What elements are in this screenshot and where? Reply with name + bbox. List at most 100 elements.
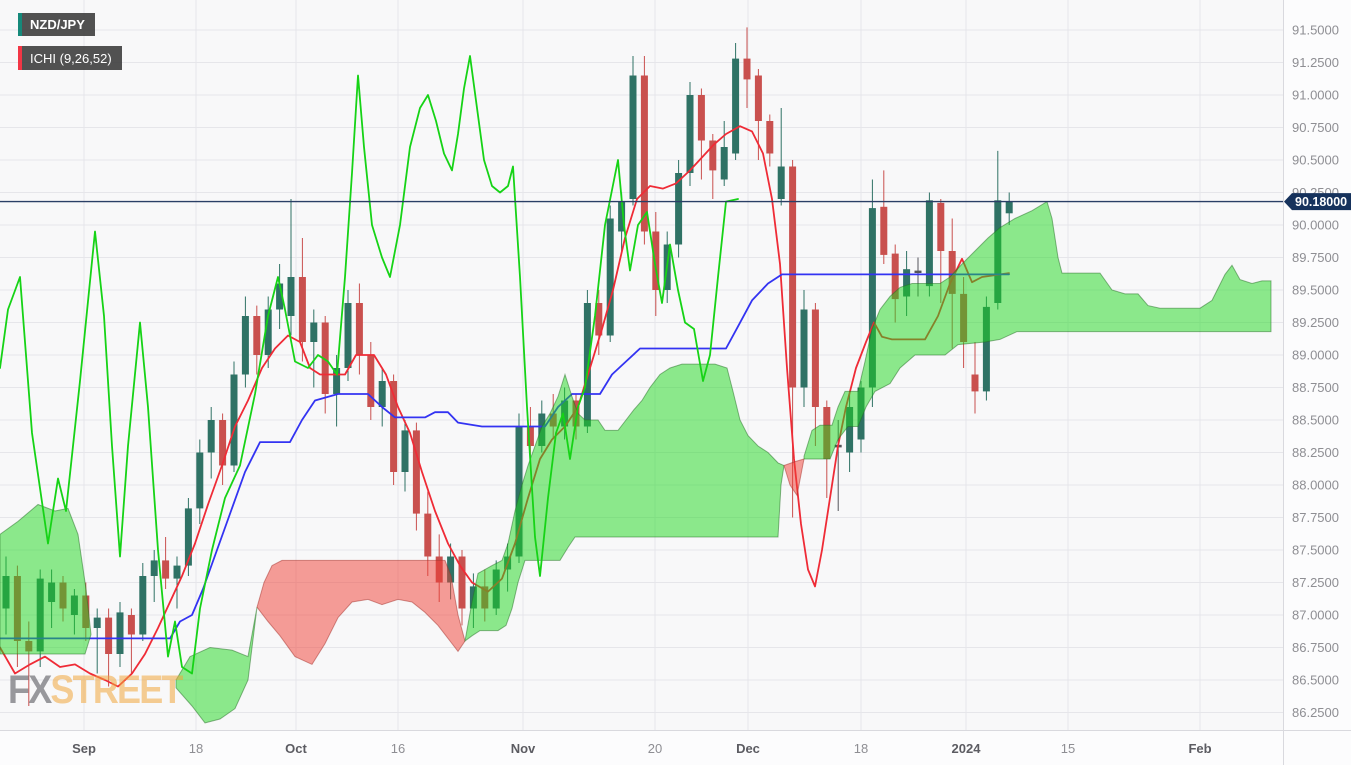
- candle-up-body: [1005, 201, 1013, 214]
- candle-up-body: [447, 556, 455, 583]
- bearish-kumo-cloud: [783, 458, 805, 497]
- y-axis-label: 89.5000: [1292, 283, 1339, 298]
- candle-up-body: [777, 166, 785, 199]
- candle-up-body: [276, 283, 284, 310]
- y-axis-label: 89.2500: [1292, 315, 1339, 330]
- symbol-label: NZD/JPY: [30, 17, 85, 32]
- candle-up-body: [914, 270, 922, 273]
- chikou-layer: [0, 55, 739, 675]
- candle-up-body: [150, 560, 158, 576]
- y-axis-label: 86.5000: [1292, 673, 1339, 688]
- candle-down-body: [971, 374, 979, 392]
- symbol-legend[interactable]: NZD/JPY: [18, 13, 95, 36]
- candle-up-body: [264, 309, 272, 355]
- candle-up-body: [344, 303, 352, 368]
- candle-down-body: [424, 513, 432, 557]
- candle-down-body: [697, 95, 705, 141]
- watermark-street: STREET: [50, 668, 183, 712]
- x-axis-label: 18: [854, 741, 868, 756]
- last-price-tag: 90.18000: [1284, 193, 1351, 211]
- bullish-kumo-cloud: [803, 200, 1272, 460]
- candle-down-body: [127, 615, 135, 635]
- x-axis-label: Oct: [285, 741, 307, 756]
- candle-up-body: [173, 565, 181, 579]
- candle-down-body: [105, 617, 113, 654]
- candle-down-body: [298, 277, 306, 342]
- candle-up-body: [230, 374, 238, 466]
- y-axis-label: 87.7500: [1292, 510, 1339, 525]
- candle-down-body: [526, 426, 534, 446]
- candle-down-body: [743, 58, 751, 80]
- candle-up-body: [184, 508, 192, 566]
- candle-down-body: [162, 560, 170, 579]
- x-axis-label: 2024: [952, 741, 982, 756]
- y-axis-label: 89.0000: [1292, 348, 1339, 363]
- chikou-span-line: [0, 55, 739, 675]
- x-axis-label: Dec: [736, 741, 760, 756]
- x-axis-label: 16: [391, 741, 405, 756]
- y-axis-label: 90.0000: [1292, 218, 1339, 233]
- candle-up-body: [629, 75, 637, 199]
- candle-down-body: [595, 303, 603, 336]
- bearish-kumo-cloud: [256, 559, 466, 666]
- candle-down-body: [412, 430, 420, 514]
- candle-up-body: [925, 200, 933, 287]
- y-axis-label: 88.2500: [1292, 445, 1339, 460]
- candle-down-body: [640, 75, 648, 232]
- candle-down-body: [253, 316, 261, 355]
- price-tag-arrow: [1284, 193, 1351, 211]
- candle-up-body: [139, 576, 147, 635]
- y-axis-label: 88.5000: [1292, 413, 1339, 428]
- y-axis-label: 87.5000: [1292, 543, 1339, 558]
- candle-up-body: [720, 147, 728, 180]
- indicator-label: ICHI (9,26,52): [30, 50, 112, 66]
- candle-down-body: [355, 303, 363, 355]
- candle-up-body: [310, 322, 318, 342]
- candle-up-body: [675, 173, 683, 245]
- y-axis-label: 86.7500: [1292, 640, 1339, 655]
- candle-up-body: [686, 95, 694, 173]
- y-axis-label: 89.7500: [1292, 250, 1339, 265]
- candle-down-body: [219, 420, 227, 466]
- candle-down-body: [937, 202, 945, 251]
- y-axis-label: 87.0000: [1292, 608, 1339, 623]
- candle-down-body: [652, 231, 660, 290]
- x-axis-label: Sep: [72, 741, 96, 756]
- x-axis-label: 15: [1061, 741, 1075, 756]
- candle-down-body: [754, 75, 762, 121]
- candle-up-body: [207, 420, 215, 453]
- candle-down-body: [948, 251, 956, 294]
- y-axis-label: 90.5000: [1292, 153, 1339, 168]
- y-axis-label: 88.0000: [1292, 478, 1339, 493]
- candle-down-body: [766, 121, 774, 154]
- candle-down-body: [811, 309, 819, 407]
- candle-up-body: [241, 316, 249, 375]
- ichimoku-cloud-layer: [0, 200, 1272, 724]
- y-axis-label: 90.7500: [1292, 120, 1339, 135]
- candle-up-body: [515, 426, 523, 557]
- symbol-accent-bar: [18, 13, 22, 36]
- kijun-sen-line: [0, 273, 1010, 640]
- indicator-legend[interactable]: ICHI (9,26,52): [18, 46, 122, 70]
- candle-up-body: [287, 277, 295, 316]
- candle-down-body: [458, 556, 466, 609]
- bullish-kumo-cloud: [175, 607, 258, 724]
- candle-up-body: [800, 309, 808, 388]
- y-axis-label: 87.2500: [1292, 575, 1339, 590]
- candle-up-body: [378, 381, 386, 407]
- candle-up-body: [116, 612, 124, 654]
- y-axis-label: 91.0000: [1292, 88, 1339, 103]
- candle-up-body: [903, 269, 911, 297]
- x-axis-label: 18: [189, 741, 203, 756]
- candle-down-body: [709, 140, 717, 171]
- candle-up-body: [93, 617, 101, 628]
- y-axis-label: 88.7500: [1292, 380, 1339, 395]
- x-axis-panel: [0, 730, 1351, 765]
- candle-up-body: [333, 368, 341, 394]
- candle-down-body: [367, 355, 375, 407]
- candle-up-body: [982, 306, 990, 392]
- y-axis-label: 86.2500: [1292, 705, 1339, 720]
- candle-up-body: [868, 208, 876, 388]
